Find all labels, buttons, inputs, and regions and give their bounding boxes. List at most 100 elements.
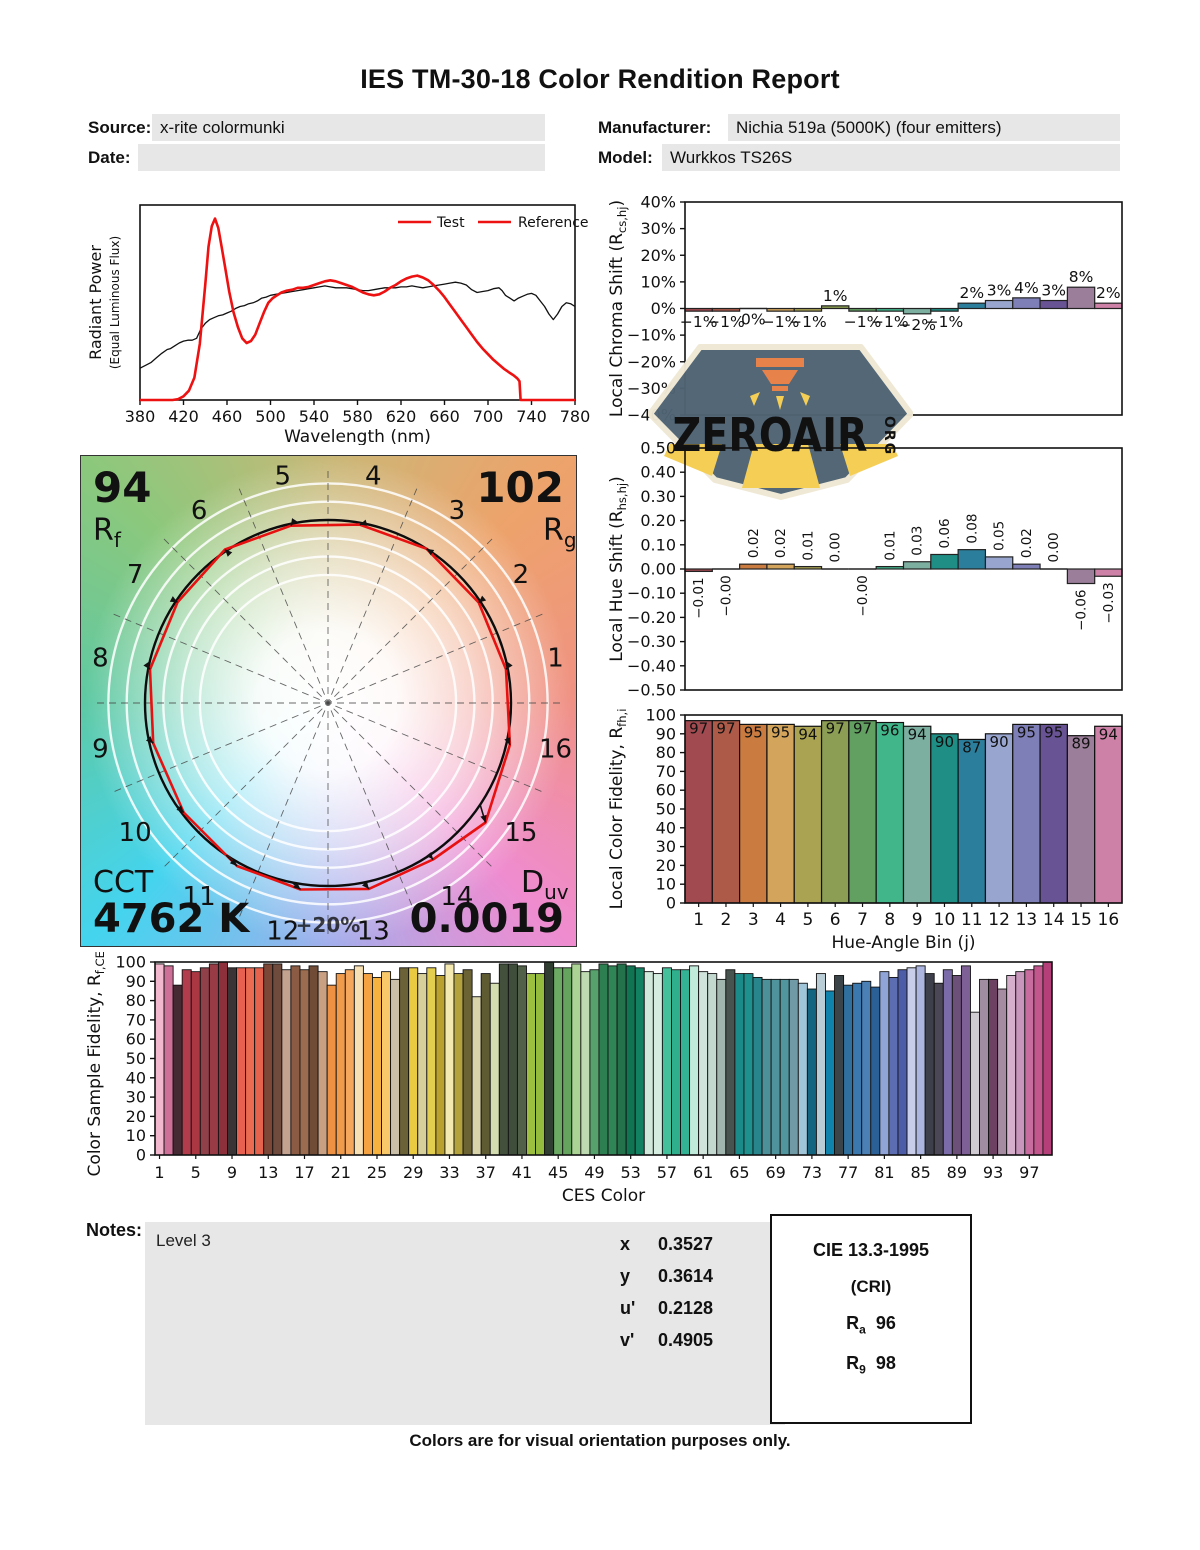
svg-text:96: 96: [880, 722, 899, 740]
svg-text:97: 97: [716, 720, 735, 738]
svg-text:12: 12: [266, 917, 299, 946]
svg-text:(Equal Luminous Flux): (Equal Luminous Flux): [108, 236, 122, 369]
svg-text:4: 4: [775, 910, 786, 930]
svg-text:94: 94: [798, 725, 817, 743]
svg-text:1: 1: [693, 910, 704, 930]
color-sample-fidelity-chart: 100 90 80 70 60 50 40 30 20 10 0 Color Sample Fidel…: [82, 952, 1122, 1210]
footer-disclaimer: Colors are for visual orientation purpos…: [409, 1431, 791, 1450]
svg-text:−0.10: −0.10: [627, 584, 676, 603]
svg-text:0.20: 0.20: [640, 511, 676, 530]
svg-text:10: 10: [934, 910, 956, 930]
svg-text:−0.30: −0.30: [627, 632, 676, 651]
svg-text:40: 40: [656, 818, 676, 837]
svg-text:45: 45: [548, 1163, 568, 1182]
model-label: Model:: [598, 148, 653, 167]
svg-text:8: 8: [92, 644, 109, 674]
svg-text:33: 33: [439, 1163, 459, 1182]
svg-text:50: 50: [126, 1049, 146, 1068]
svg-text:16: 16: [539, 734, 572, 764]
svg-text:69: 69: [765, 1163, 785, 1182]
svg-text:11: 11: [183, 882, 216, 912]
svg-text:Local Chroma Shift (Rcs,hj): Local Chroma Shift (Rcs,hj): [607, 200, 629, 417]
svg-text:97: 97: [826, 720, 845, 738]
svg-text:3: 3: [748, 910, 759, 930]
cri-ra-sub: a: [859, 1322, 866, 1337]
chromaticity-u-value: 0.2128: [658, 1298, 714, 1318]
color-vector-graphic: 1 2 3 4 5 6 7 8 9 10 11 12 13 14 15 16 +20% 94 Rf 102 Rg CCT 4…: [80, 455, 577, 947]
svg-text:−0.01: −0.01: [691, 577, 707, 618]
svg-text:85: 85: [910, 1163, 930, 1182]
svg-text:25: 25: [367, 1163, 387, 1182]
svg-text:0.08: 0.08: [964, 514, 980, 544]
svg-text:40%: 40%: [640, 193, 676, 212]
svg-text:Hue-Angle Bin (j): Hue-Angle Bin (j): [831, 933, 975, 953]
svg-text:15: 15: [1070, 910, 1092, 930]
svg-text:61: 61: [693, 1163, 713, 1182]
cri-box: CIE 13.3-1995 (CRI) Ra 96 R9 98: [770, 1214, 972, 1424]
svg-text:5: 5: [191, 1163, 201, 1182]
svg-text:700: 700: [473, 407, 504, 426]
svg-text:2: 2: [513, 560, 530, 590]
svg-text:100: 100: [115, 953, 146, 972]
svg-text:13: 13: [1016, 910, 1038, 930]
svg-text:70: 70: [126, 1010, 146, 1029]
svg-text:Rf: Rf: [93, 513, 122, 552]
zeroair-watermark-logo: ZEROAIR ORG: [648, 338, 913, 500]
chromaticity-v-value: 0.4905: [658, 1330, 714, 1350]
svg-text:2%: 2%: [959, 284, 984, 302]
svg-text:−0.03: −0.03: [1101, 582, 1117, 623]
svg-text:30: 30: [656, 837, 676, 856]
svg-text:15: 15: [504, 818, 537, 848]
svg-text:Local Color Fidelity, Rfh,i: Local Color Fidelity, Rfh,i: [607, 709, 629, 910]
manufacturer-field: Nichia 519a (5000K) (four emitters): [728, 114, 1120, 141]
svg-text:90: 90: [656, 724, 676, 743]
source-label: Source:: [88, 118, 152, 137]
svg-text:2%: 2%: [1096, 284, 1121, 302]
svg-text:5: 5: [802, 910, 813, 930]
chromaticity-block: x 0.3527 y 0.3614 u' 0.2128 v' 0.4905: [620, 1234, 760, 1362]
svg-text:−10%: −10%: [627, 326, 676, 345]
svg-text:0.00: 0.00: [828, 532, 844, 562]
svg-text:3%: 3%: [987, 282, 1012, 300]
source-field: x-rite colormunki: [152, 114, 545, 141]
notes-value: Level 3: [156, 1231, 211, 1250]
svg-text:−20%: −20%: [627, 352, 676, 371]
svg-text:0.06: 0.06: [937, 518, 953, 548]
svg-text:95: 95: [771, 723, 790, 741]
svg-text:94: 94: [908, 725, 927, 743]
svg-text:30: 30: [126, 1088, 146, 1107]
svg-text:2: 2: [721, 910, 732, 930]
svg-text:102: 102: [476, 463, 564, 512]
svg-text:20: 20: [656, 856, 676, 875]
svg-text:20%: 20%: [640, 246, 676, 265]
svg-text:70: 70: [656, 762, 676, 781]
svg-text:80: 80: [126, 991, 146, 1010]
chromaticity-u-label-row: u' 0.2128: [620, 1298, 760, 1319]
svg-text:6: 6: [191, 496, 208, 526]
svg-text:4%: 4%: [1014, 279, 1039, 297]
svg-text:49: 49: [584, 1163, 604, 1182]
svg-text:8: 8: [884, 910, 895, 930]
svg-text:13: 13: [357, 917, 390, 946]
svg-text:10: 10: [119, 818, 152, 848]
svg-text:−2%: −2%: [898, 316, 936, 334]
date-label: Date:: [88, 148, 131, 167]
svg-text:740: 740: [516, 407, 547, 426]
svg-text:95: 95: [1017, 723, 1036, 741]
svg-text:0.00: 0.00: [1046, 532, 1062, 562]
source-value: x-rite colormunki: [160, 118, 285, 137]
cri-standard: CIE 13.3-1995: [812, 1240, 930, 1260]
svg-text:−1%: −1%: [789, 313, 827, 331]
svg-text:ZEROAIR: ZEROAIR: [673, 408, 868, 462]
local-chroma-shift-chart: 40%30%20%10%0%−10%−20%−30%−40%Local Chro…: [600, 188, 1200, 423]
svg-text:29: 29: [403, 1163, 423, 1182]
local-color-fidelity-chart: 100 90 80 70 60 50 40 30 20 10 0 Local Color Fideli…: [600, 698, 1200, 953]
svg-text:90: 90: [935, 733, 954, 751]
svg-text:−0.40: −0.40: [627, 656, 676, 675]
svg-text:0.10: 0.10: [640, 535, 676, 554]
chromaticity-u-label: u': [620, 1298, 636, 1318]
svg-text:Reference: Reference: [518, 215, 589, 231]
svg-text:12: 12: [988, 910, 1010, 930]
svg-text:1: 1: [547, 644, 564, 674]
